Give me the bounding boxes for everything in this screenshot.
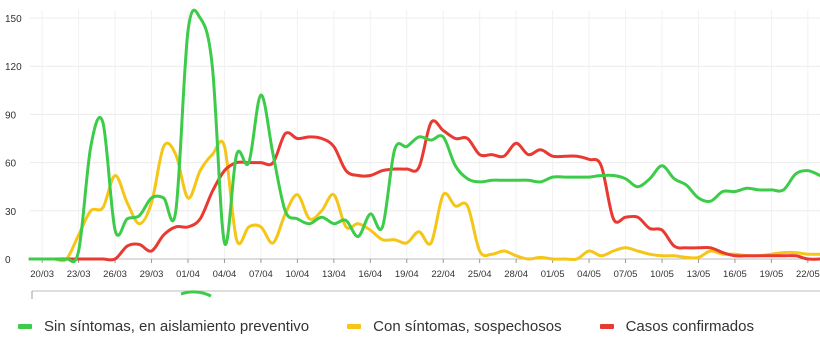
x-tick-label: 19/04 bbox=[395, 269, 419, 280]
y-tick-label: 150 bbox=[5, 14, 22, 25]
x-tick-label: 16/04 bbox=[358, 269, 382, 280]
legend: Sin síntomas, en aislamiento preventivo … bbox=[18, 318, 754, 335]
y-tick-label: 0 bbox=[5, 255, 11, 266]
x-tick-label: 10/05 bbox=[650, 269, 674, 280]
legend-swatch-red bbox=[599, 324, 614, 329]
x-tick-label: 19/05 bbox=[759, 269, 783, 280]
series-line-confirmados bbox=[28, 119, 820, 262]
x-tick-label: 29/03 bbox=[140, 269, 164, 280]
x-tick-label: 13/05 bbox=[687, 269, 711, 280]
legend-swatch-green bbox=[18, 324, 32, 329]
x-tick-label: 01/05 bbox=[541, 269, 565, 280]
series-line-sin-sintomas bbox=[28, 8, 820, 264]
x-tick-label: 10/04 bbox=[285, 269, 309, 280]
x-tick-label: 22/05 bbox=[796, 269, 820, 280]
legend-label-green: Sin síntomas, en aislamiento preventivo bbox=[44, 318, 310, 335]
series-lines bbox=[28, 8, 820, 264]
x-tick-label: 01/04 bbox=[176, 269, 200, 280]
y-tick-label: 30 bbox=[5, 207, 17, 218]
range-navigator[interactable] bbox=[31, 290, 820, 299]
y-axis-ticks: 0 30 60 90 120 150 bbox=[5, 14, 22, 266]
legend-label-yellow: Con síntomas, sospechosos bbox=[373, 318, 562, 335]
navigator-series-preview bbox=[180, 290, 212, 298]
y-tick-label: 90 bbox=[5, 110, 17, 121]
x-tick-label: 07/04 bbox=[249, 269, 273, 280]
x-tick-label: 26/03 bbox=[103, 269, 127, 280]
legend-swatch-yellow bbox=[347, 324, 362, 329]
x-tick-label: 23/03 bbox=[67, 269, 91, 280]
x-tick-label: 25/04 bbox=[468, 269, 492, 280]
legend-item-red[interactable]: Casos confirmados bbox=[599, 318, 754, 335]
x-tick-label: 16/05 bbox=[723, 269, 747, 280]
y-tick-label: 60 bbox=[5, 159, 17, 170]
x-tick-label: 04/05 bbox=[577, 269, 601, 280]
y-tick-label: 120 bbox=[5, 62, 22, 73]
chart-grid bbox=[30, 10, 820, 260]
legend-label-red: Casos confirmados bbox=[625, 318, 754, 335]
x-tick-label: 22/04 bbox=[431, 269, 455, 280]
x-tick-label: 04/04 bbox=[213, 269, 237, 280]
x-tick-label: 13/04 bbox=[322, 269, 346, 280]
legend-item-green[interactable]: Sin síntomas, en aislamiento preventivo bbox=[18, 318, 309, 335]
x-tick-label: 28/04 bbox=[504, 269, 528, 280]
x-tick-label: 07/05 bbox=[614, 269, 638, 280]
series-line-con-sintomas bbox=[28, 139, 820, 263]
x-axis-ticks: 20/03 23/03 26/03 29/03 01/04 04/04 07/04 10/04… bbox=[30, 259, 820, 280]
legend-item-yellow[interactable]: Con síntomas, sospechosos bbox=[347, 318, 562, 335]
x-tick-label: 20/03 bbox=[30, 269, 54, 280]
